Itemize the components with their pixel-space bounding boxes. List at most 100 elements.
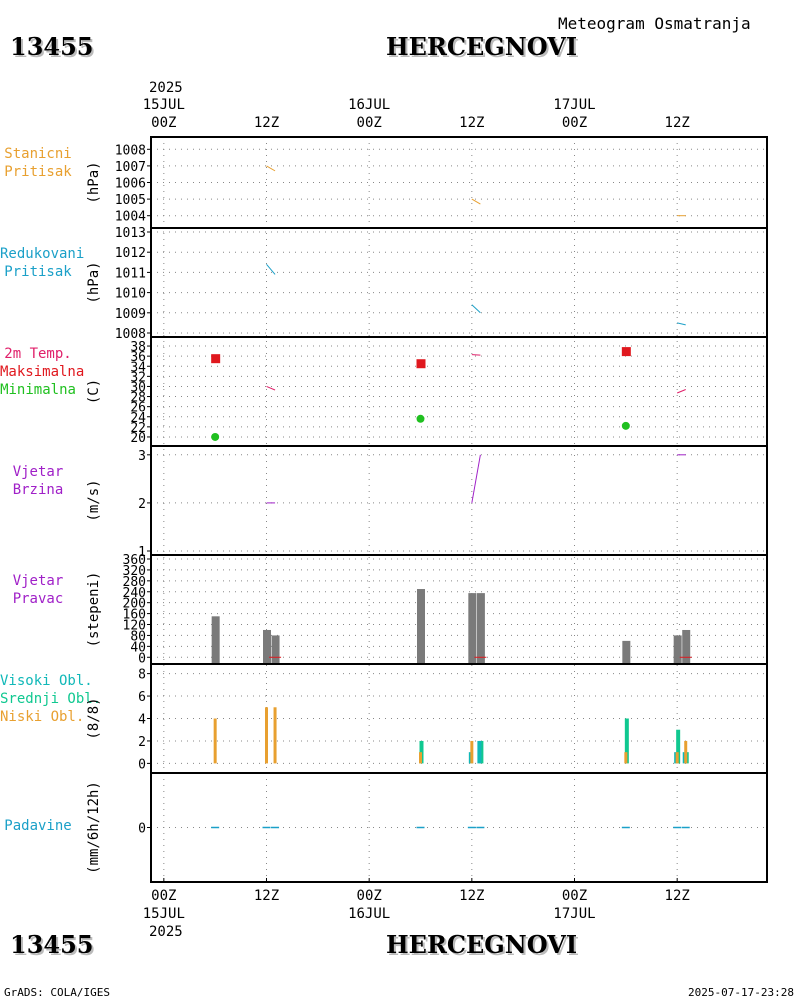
y-tick-label: 32 — [130, 370, 146, 385]
y-tick-label: 1012 — [115, 246, 146, 261]
year-label-top: 2025 — [149, 80, 183, 96]
panel-label-stp: Pritisak — [4, 163, 72, 180]
wind-direction-bar — [271, 635, 280, 663]
panel-cloud_cover: 0 2 4 6 8 (8/8) — [86, 663, 768, 774]
y-axis-label: (stepeni) — [86, 572, 102, 648]
wind-direction-bar — [417, 589, 425, 663]
y-tick-label: 36 — [130, 350, 146, 365]
station-name-top: HERCEGNOVI — [386, 32, 578, 61]
panel-label-ws: Vjetar — [12, 463, 64, 480]
series-segment-Redukovani Pritisak — [471, 304, 481, 314]
panel-frame — [150, 336, 768, 447]
cloud-bar-Niski Obl. — [675, 752, 679, 764]
panel-frame — [150, 772, 768, 883]
cloud-bar-Niski Obl. — [419, 752, 422, 764]
panel-label-pr: Padavine — [4, 817, 72, 834]
max-temp-marker — [621, 347, 631, 357]
date-tick-label: 17JUL — [553, 97, 595, 113]
cloud-bar-Niski Obl. — [213, 718, 217, 764]
panel-label-wd: Vjetar — [12, 572, 64, 589]
panel-label-cl: Visoki Obl. — [0, 672, 93, 689]
series-segment-Stanicni Pritisak — [266, 165, 276, 172]
cloud-bar-Niski Obl. — [265, 707, 268, 764]
y-axis-label: (C) — [86, 379, 102, 404]
y-tick-label: 80 — [130, 629, 146, 644]
series-segment-2m Temp. — [471, 354, 481, 356]
panel-label-cl: Niski Obl. — [0, 708, 85, 725]
series-segment-2m Temp. — [266, 385, 276, 391]
min-temp-marker — [416, 414, 425, 423]
y-tick-label: 3 — [138, 449, 146, 464]
station-id-top: 13455 — [10, 32, 94, 61]
cloud-bar-Visoki Obl. — [477, 740, 482, 764]
y-tick-label: 1004 — [115, 210, 146, 225]
time-tick-label: 00Z — [357, 115, 382, 131]
y-tick-label: 1013 — [115, 226, 146, 241]
y-tick-label: 0 — [138, 651, 146, 666]
chart-subtitle: Meteogram Osmatranja — [558, 14, 751, 33]
panel-label-stp: Stanicni — [4, 145, 72, 162]
time-tick-label: 00Z — [151, 888, 176, 904]
time-tick-label: 12Z — [254, 888, 279, 904]
wind-direction-bar — [211, 616, 220, 663]
panel-frame — [150, 445, 768, 556]
series-segment-Vjetar Brzina — [471, 454, 481, 503]
panel-precipitation: 0 (mm/6h/12h) — [86, 772, 768, 883]
y-tick-label: 40 — [130, 640, 146, 655]
y-tick-label: 360 — [123, 553, 146, 568]
y-tick-label: 1007 — [115, 160, 146, 175]
y-tick-label: 8 — [138, 668, 146, 683]
y-tick-label: 2 — [138, 497, 146, 512]
wind-direction-bar — [263, 629, 271, 663]
wind-direction-bar — [682, 629, 691, 663]
panel-label-rp: Pritisak — [4, 263, 72, 280]
y-tick-label: 30 — [130, 380, 146, 395]
wind-direction-bar — [622, 640, 631, 663]
time-tick-label: 12Z — [665, 115, 690, 131]
y-tick-label: 4 — [138, 713, 146, 728]
y-tick-label: 120 — [123, 619, 146, 634]
time-tick-label: 00Z — [357, 888, 382, 904]
date-tick-label: 15JUL — [143, 97, 185, 113]
panel-label-cl: Srednji Obl. — [0, 690, 102, 707]
series-segment-2m Temp. — [676, 389, 686, 394]
time-tick-label: 12Z — [254, 115, 279, 131]
wind-direction-bar — [476, 593, 485, 663]
time-tick-label: 00Z — [562, 115, 587, 131]
cloud-bar-Srednji Obl. — [624, 718, 629, 764]
station-name-bottom: HERCEGNOVI — [386, 930, 578, 959]
y-tick-label: 1 — [138, 545, 146, 560]
y-tick-label: 1008 — [115, 327, 146, 342]
time-tick-label: 00Z — [562, 888, 587, 904]
y-tick-label: 1011 — [115, 266, 146, 281]
y-tick-label: 1008 — [115, 143, 146, 158]
y-tick-label: 240 — [123, 586, 146, 601]
panel-label-wd: Pravac — [12, 590, 64, 607]
year-label-bottom: 2025 — [149, 924, 183, 940]
panel-label-temp: 2m Temp. — [4, 345, 72, 362]
y-tick-label: 6 — [138, 690, 146, 705]
time-tick-label: 12Z — [459, 888, 484, 904]
max-temp-marker — [416, 359, 426, 369]
y-tick-label: 38 — [130, 340, 146, 355]
min-temp-marker — [211, 432, 220, 441]
station-id-bottom: 13455 — [10, 930, 94, 959]
y-tick-label: 1005 — [115, 193, 146, 208]
cloud-bar-Niski Obl. — [470, 740, 474, 764]
y-tick-label: 1006 — [115, 177, 146, 192]
y-tick-label: 280 — [123, 575, 146, 590]
y-tick-label: 22 — [130, 421, 146, 436]
y-tick-label: 24 — [130, 411, 146, 426]
panel-frame — [150, 136, 768, 229]
y-tick-label: 0 — [138, 757, 146, 772]
cloud-bar-Niski Obl. — [624, 752, 628, 764]
date-tick-label: 16JUL — [348, 97, 390, 113]
y-tick-label: 1010 — [115, 287, 146, 302]
series-segment-Redukovani Pritisak — [266, 263, 276, 275]
date-tick-label: 15JUL — [143, 906, 185, 922]
y-axis-label: (hPa) — [86, 161, 102, 203]
